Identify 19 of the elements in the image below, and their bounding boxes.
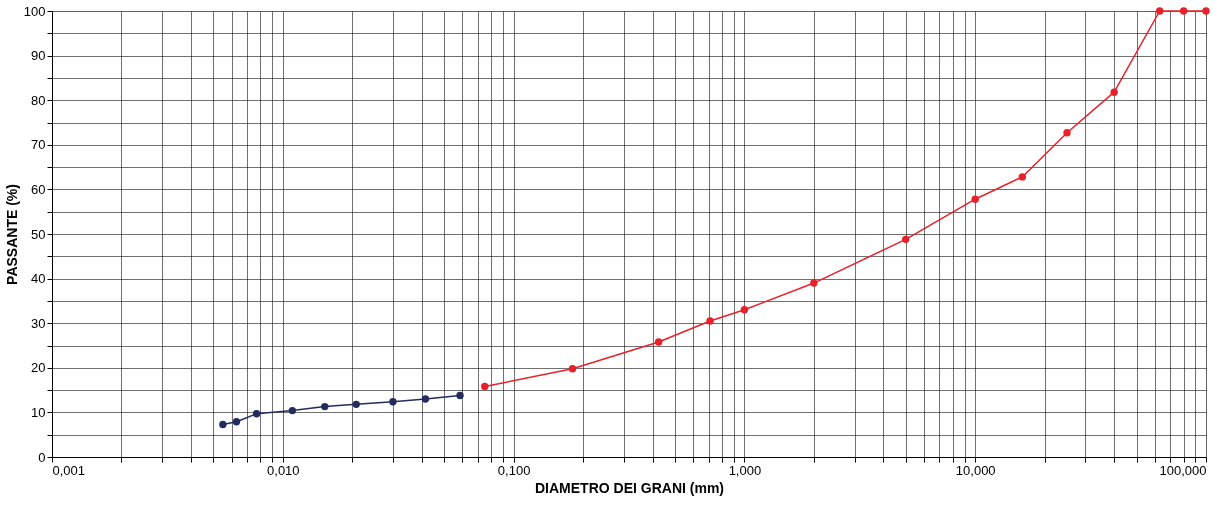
y-tick-label: 90 (31, 48, 46, 64)
x-tick-label: 100,000 (1159, 462, 1207, 478)
y-tick-label: 50 (31, 226, 46, 242)
x-tick-label: 0,010 (267, 462, 300, 478)
y-tick-label: 70 (31, 137, 46, 153)
x-tick-label: 0,100 (497, 462, 531, 478)
y-tick-label: 60 (31, 181, 46, 197)
x-axis-title: DIAMETRO DEI GRANI (mm) (535, 479, 724, 496)
x-tick-label: 10,000 (955, 462, 996, 478)
y-tick-label: 100 (23, 3, 46, 19)
y-tick-label: 20 (31, 360, 46, 376)
y-tick-label: 30 (31, 315, 46, 331)
y-tick-label: 0 (38, 449, 46, 465)
y-tick-label: 10 (31, 404, 46, 420)
x-tick-label: 1,000 (728, 462, 762, 478)
y-tick-label: 80 (31, 92, 46, 108)
x-tick-label: 0,001 (52, 462, 86, 478)
y-tick-label: 40 (31, 271, 46, 287)
y-axis-title: PASSANTE (%) (3, 184, 20, 285)
